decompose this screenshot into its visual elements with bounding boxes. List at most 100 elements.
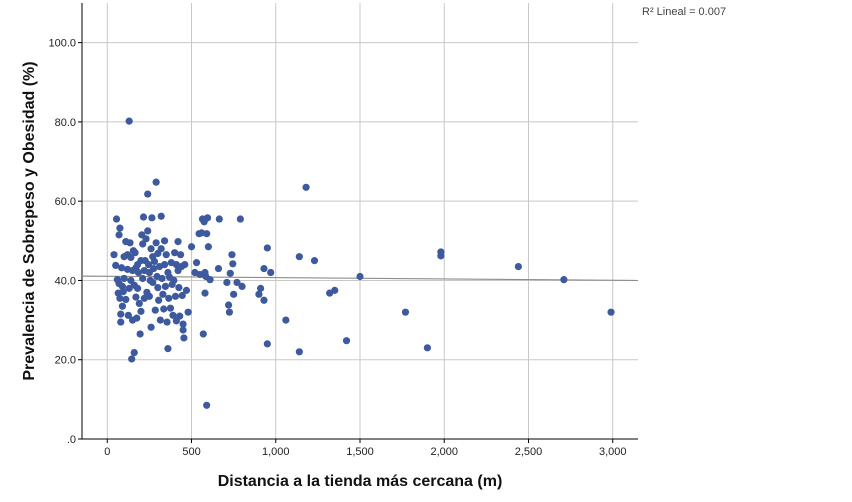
- x-tick-label: 3,000: [599, 446, 627, 458]
- x-tick-label: 2,000: [430, 446, 458, 458]
- data-point: [310, 257, 319, 265]
- data-point: [229, 260, 237, 268]
- data-point: [170, 276, 178, 285]
- data-point: [160, 237, 169, 245]
- data-point: [152, 239, 160, 247]
- gridlines: [82, 3, 638, 439]
- data-point: [267, 268, 275, 277]
- data-point: [560, 276, 568, 284]
- data-point: [158, 274, 166, 283]
- data-point: [263, 340, 271, 348]
- data-point: [122, 295, 130, 304]
- data-point: [206, 276, 214, 284]
- data-point: [135, 299, 143, 308]
- data-point: [192, 259, 201, 267]
- data-point: [171, 249, 179, 257]
- data-point: [423, 344, 431, 352]
- data-point: [112, 261, 120, 269]
- y-axis-title: Prevalencia de Sobrepeso y Obesidad (%): [21, 61, 38, 380]
- data-point: [224, 301, 233, 309]
- data-point: [178, 291, 186, 300]
- data-point: [514, 262, 522, 271]
- data-point: [260, 264, 268, 273]
- data-point: [401, 308, 410, 316]
- data-point: [204, 243, 212, 251]
- data-point: [117, 318, 125, 326]
- data-point: [180, 334, 188, 342]
- data-point: [356, 272, 364, 281]
- data-point: [151, 306, 159, 314]
- data-point: [160, 305, 168, 313]
- data-point: [236, 215, 244, 223]
- data-point: [182, 286, 191, 294]
- data-point: [203, 230, 211, 238]
- data-point: [263, 244, 271, 252]
- data-point: [133, 314, 141, 322]
- data-point: [115, 231, 123, 239]
- x-tick-label: 500: [182, 446, 200, 458]
- data-point: [282, 316, 290, 324]
- data-point: [144, 261, 153, 269]
- data-point: [147, 323, 155, 331]
- data-point: [184, 308, 192, 316]
- data-point: [127, 253, 135, 262]
- data-point: [187, 243, 196, 251]
- data-point: [120, 274, 128, 283]
- data-point: [156, 316, 164, 324]
- data-point: [139, 274, 147, 283]
- data-point: [162, 251, 170, 259]
- data-point: [230, 290, 238, 298]
- data-point: [174, 238, 182, 246]
- y-tick-label: 100.0: [48, 38, 76, 50]
- data-point: [148, 214, 156, 222]
- data-point: [238, 282, 246, 290]
- data-point: [144, 227, 152, 235]
- data-point: [228, 251, 236, 259]
- data-point: [203, 401, 211, 409]
- data-point: [131, 249, 139, 257]
- data-point: [145, 292, 153, 300]
- r2-label: R² Lineal = 0.007: [642, 6, 726, 18]
- data-point: [130, 348, 138, 357]
- data-point: [116, 224, 124, 232]
- y-tick-label: .0: [67, 434, 76, 446]
- x-tick-label: 1,000: [262, 446, 290, 458]
- data-point: [149, 278, 157, 287]
- data-point: [126, 239, 134, 247]
- data-point: [128, 355, 136, 363]
- data-point: [203, 214, 212, 222]
- data-point: [125, 117, 133, 125]
- data-point: [155, 296, 163, 304]
- data-point: [179, 320, 187, 328]
- data-point: [134, 284, 142, 292]
- data-point: [161, 282, 169, 290]
- data-point: [112, 215, 121, 223]
- data-point: [142, 235, 150, 243]
- data-point: [295, 348, 303, 356]
- data-point: [201, 289, 209, 297]
- data-point: [134, 268, 143, 277]
- data-point: [181, 261, 189, 269]
- data-point: [117, 264, 126, 272]
- data-point: [164, 345, 172, 353]
- data-point: [150, 257, 159, 266]
- data-point: [132, 293, 140, 301]
- data-point: [233, 278, 241, 287]
- data-point: [225, 308, 234, 316]
- data-point: [175, 283, 183, 292]
- data-point: [171, 292, 180, 300]
- data-point: [179, 326, 187, 334]
- data-point: [150, 264, 158, 273]
- data-point: [117, 310, 125, 318]
- data-point: [116, 294, 124, 302]
- data-point: [154, 283, 162, 292]
- data-point: [255, 290, 263, 298]
- data-point: [147, 245, 155, 253]
- data-point: [144, 190, 152, 198]
- data-point: [226, 269, 234, 277]
- data-point: [607, 308, 615, 316]
- data-point: [137, 307, 145, 315]
- x-axis-title: Distancia a la tienda más cercana (m): [218, 473, 503, 490]
